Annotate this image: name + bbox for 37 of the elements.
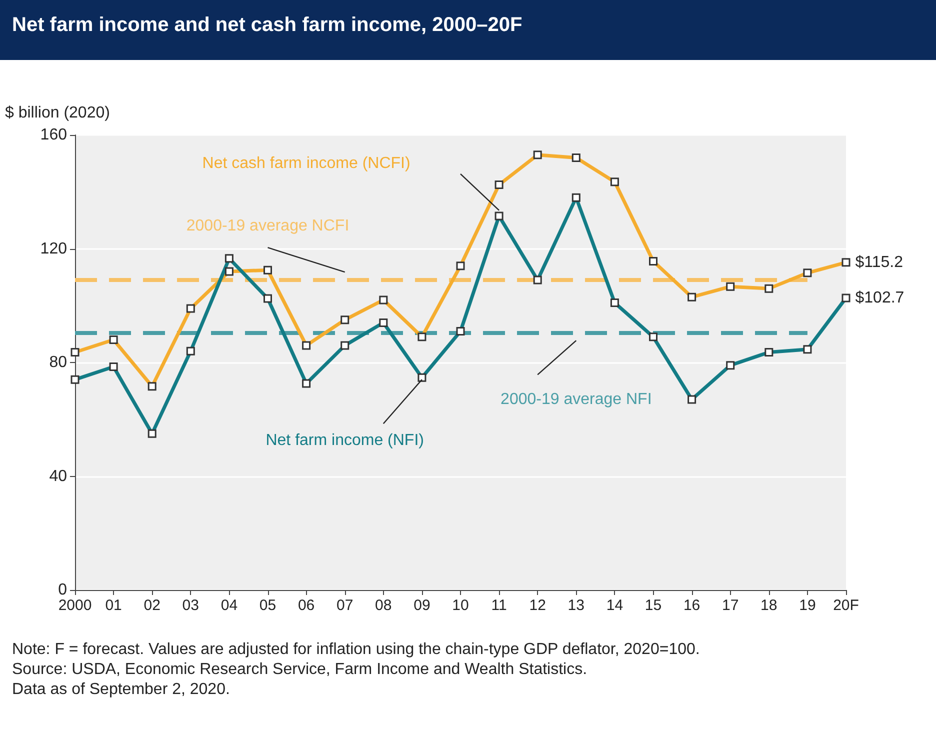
ref-line-label: 2000-19 average NCFI: [186, 218, 350, 234]
x-tick-label: 2000: [58, 597, 92, 614]
x-tick-label: 13: [568, 597, 584, 614]
x-tick-label: 07: [336, 597, 354, 614]
chart-title: Net farm income and net cash farm income, 2000–20F: [0, 0, 936, 60]
x-tick-label: 11: [491, 597, 507, 614]
y-tick-label: 160: [40, 126, 68, 144]
x-tick-label: 15: [644, 597, 662, 614]
x-tick-label: 16: [683, 597, 700, 614]
y-tick-label: 0: [58, 582, 68, 598]
y-tick-label: 40: [49, 468, 68, 485]
x-tick-label: 05: [259, 597, 276, 614]
x-tick-label: 01: [105, 597, 122, 614]
x-tick-label: 12: [529, 597, 546, 614]
x-tick-label: 17: [722, 597, 739, 614]
text: Note: F = forecast. Values are adjusted for inflation using the chain-type GDP deflator, 2020=100.: [12, 640, 701, 660]
ref-line-label: 2000-19 average NFI: [500, 390, 652, 408]
x-tick-label: 10: [452, 597, 469, 614]
text: Net cash farm income (NCFI): [202, 154, 410, 172]
y-tick-label: 120: [40, 240, 68, 258]
y-axis-title: $ billion (2020): [5, 104, 110, 122]
x-tick-label: 02: [144, 597, 160, 614]
source-note: Source: USDA, Economic Research Service, Farm Income and Wealth Statistics.: [12, 660, 588, 680]
x-tick-label: 03: [182, 597, 199, 614]
text: Net farm income (NFI): [266, 432, 424, 449]
data-label: $115.2: [855, 254, 904, 271]
x-tick-label: 18: [760, 597, 778, 614]
x-tick-label: 14: [606, 597, 624, 614]
text: Data as of September 2, 2020.: [12, 680, 231, 700]
x-tick-label: 06: [298, 597, 315, 614]
data-label: $102.7: [855, 289, 904, 306]
y-tick-label: 80: [49, 354, 68, 371]
x-tick-label: 09: [414, 597, 430, 614]
x-tick-label: 04: [220, 597, 238, 614]
x-tick-label: 19: [799, 597, 816, 614]
x-tick-label: 08: [375, 597, 392, 614]
x-tick-label: 20F: [833, 597, 859, 614]
